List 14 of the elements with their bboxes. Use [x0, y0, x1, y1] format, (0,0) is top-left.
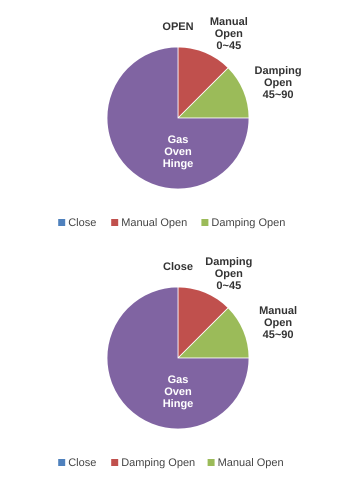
text: Manual Open 0~45: [210, 16, 248, 52]
legend-label: Close: [68, 216, 96, 229]
text: Gas Oven Hinge: [162, 374, 194, 410]
text: Manual Open 45~90: [259, 305, 298, 342]
legend-label: Manual Open: [218, 456, 284, 469]
legend-label: Manual Open: [121, 216, 188, 229]
legend-label: Damping Open: [121, 456, 196, 469]
text: OPEN: [162, 20, 194, 33]
legend-label: Damping Open: [211, 216, 286, 229]
text: Gas Oven Hinge: [162, 134, 194, 170]
text: Close: [163, 260, 193, 273]
text: Damping Open 45~90: [254, 65, 302, 102]
text: Damping Open 0~45: [205, 256, 252, 292]
legend-label: Close: [68, 456, 96, 469]
